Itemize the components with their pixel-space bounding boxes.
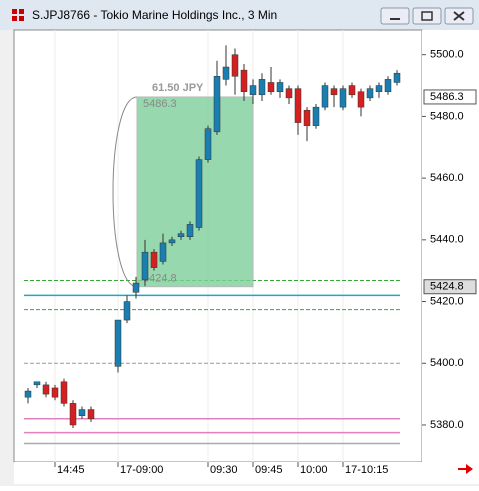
y-tick-label: 5400.0 [430, 357, 464, 369]
x-tick-label: 14:45 [57, 464, 85, 476]
candle-body [168, 239, 176, 244]
x-tick-label: 17-09:00 [120, 464, 163, 476]
window-title: S.JPJ8766 - Tokio Marine Holdings Inc., … [32, 8, 277, 22]
candle-body [258, 79, 266, 96]
candle-body [285, 88, 293, 99]
y-tick-label: 5480.0 [430, 110, 464, 122]
y-tick-label: 5440.0 [430, 234, 464, 246]
candle-body [123, 301, 131, 321]
scroll-arrow[interactable] [458, 464, 473, 474]
candle-body [150, 251, 158, 268]
candle-body [213, 76, 221, 133]
candle-body [339, 88, 347, 108]
candle-body [33, 381, 41, 386]
y-tick-label: 5420.0 [430, 295, 464, 307]
candle-body [366, 88, 374, 99]
candle-body [195, 159, 203, 228]
y-tick-label: 5380.0 [430, 419, 464, 431]
candle-body [294, 88, 302, 123]
candle-body [114, 319, 122, 367]
price-tag-label: 5486.3 [430, 91, 464, 103]
app-icon [12, 9, 24, 21]
candle-body [177, 233, 185, 237]
x-tick-label: 10:00 [300, 464, 328, 476]
x-tick-label: 17-10:15 [345, 464, 388, 476]
x-tick-label: 09:45 [255, 464, 283, 476]
minimize-button[interactable] [380, 7, 410, 25]
measure-bottom-label: 5424.8 [143, 273, 177, 285]
candle-body [312, 106, 320, 126]
candle-body [231, 54, 239, 77]
candle-body [384, 79, 392, 92]
time-axis [14, 462, 479, 484]
measure-label: 61.50 JPY [152, 82, 204, 94]
candle-body [321, 85, 329, 108]
x-tick-label: 09:30 [210, 464, 238, 476]
price-tag-label: 5424.8 [430, 281, 464, 293]
candle-body [249, 85, 257, 96]
candle-body [78, 409, 86, 416]
restore-button[interactable] [412, 7, 442, 25]
candle-body [87, 409, 95, 420]
measure-bracket [112, 96, 138, 288]
candle-body [348, 85, 356, 96]
candle-body [141, 251, 149, 281]
candle-body [240, 69, 248, 92]
candle-body [60, 381, 68, 404]
candle-body [357, 91, 365, 108]
candle-body [42, 384, 50, 395]
candle-body [276, 82, 284, 92]
candle-body [186, 224, 194, 237]
close-button[interactable] [444, 7, 474, 25]
candle-body [222, 66, 230, 80]
candle-body [69, 403, 77, 426]
candle-body [24, 390, 32, 398]
candle-body [375, 85, 383, 92]
price-tag [423, 89, 477, 105]
measure-top-label: 5486.3 [143, 98, 177, 110]
candle-body [330, 88, 338, 96]
candle-body [51, 387, 59, 398]
candle-body [267, 82, 275, 92]
candle-body [393, 72, 401, 83]
candle-body [159, 242, 167, 262]
candle-body [204, 128, 212, 160]
candle-body [303, 109, 311, 126]
y-tick-label: 5500.0 [430, 49, 464, 61]
candle-body [132, 282, 140, 293]
price-tag [423, 279, 477, 295]
y-tick-label: 5460.0 [430, 172, 464, 184]
